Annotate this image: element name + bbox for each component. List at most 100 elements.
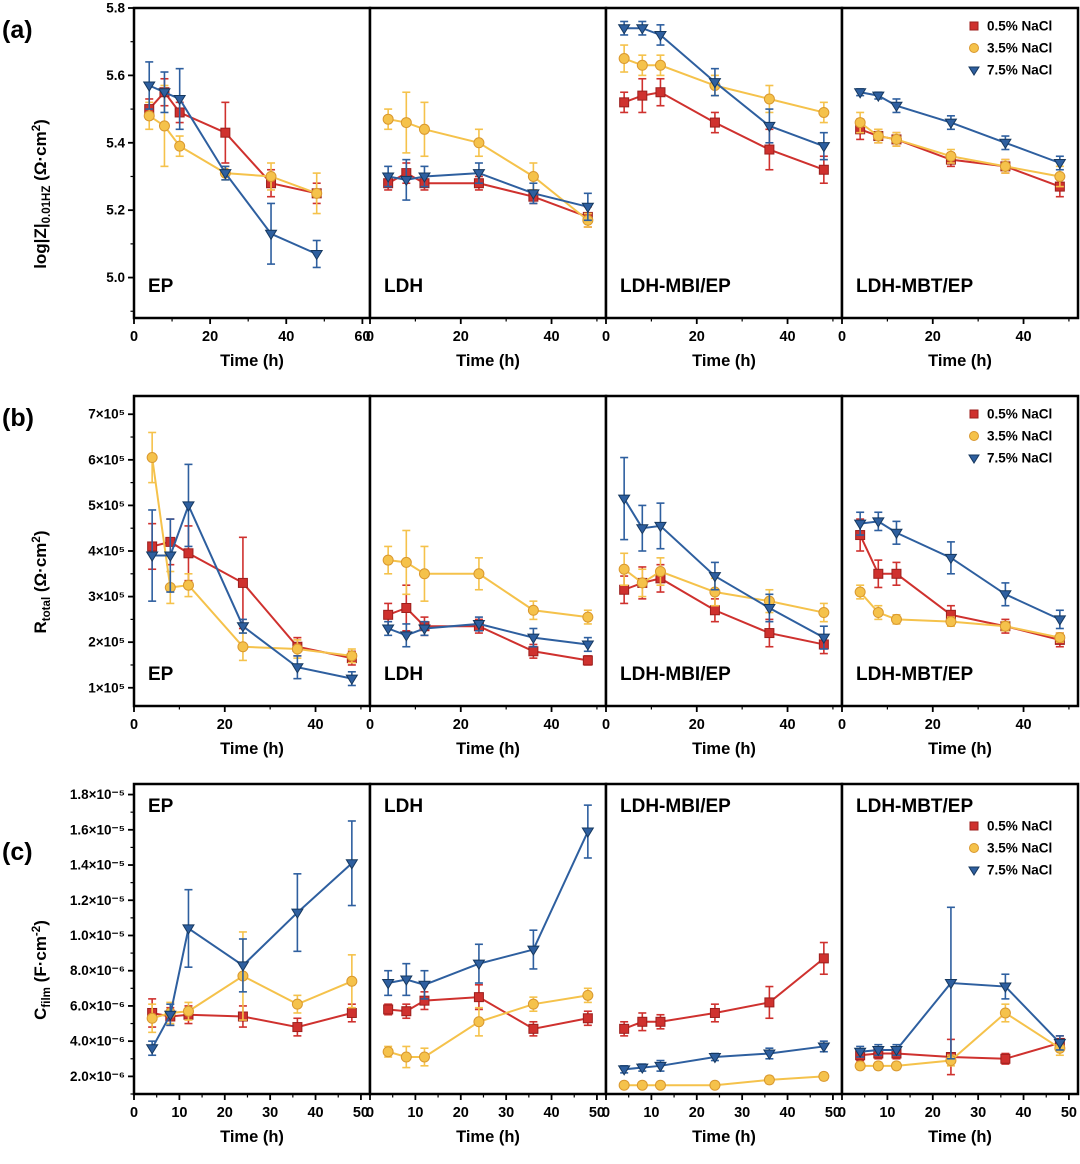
svg-text:0: 0 <box>366 329 374 345</box>
panel-LDH-MBT-EP: 0 20 40 LDH-MBT/EP Time (h) 0.5% NaCl 3.5% NaC… <box>838 394 1080 758</box>
svg-text:0: 0 <box>838 717 846 733</box>
panel-LDH: 0 10 20 30 40 50 LDH Time (h) <box>366 782 608 1146</box>
svg-text:50: 50 <box>589 1105 605 1121</box>
svg-text:LDH-MBT/EP: LDH-MBT/EP <box>856 796 973 817</box>
svg-text:LDH: LDH <box>384 664 423 685</box>
svg-text:40: 40 <box>1015 717 1031 733</box>
svg-text:30: 30 <box>734 1105 750 1121</box>
svg-text:50: 50 <box>353 1105 369 1121</box>
svg-text:LDH: LDH <box>384 276 423 297</box>
svg-text:20: 20 <box>453 1105 469 1121</box>
svg-text:3.5% NaCl: 3.5% NaCl <box>987 41 1052 56</box>
svg-text:0: 0 <box>602 717 610 733</box>
svg-text:5.4: 5.4 <box>106 135 125 150</box>
svg-text:5.6: 5.6 <box>106 68 125 83</box>
svg-text:6×10⁵: 6×10⁵ <box>88 452 125 467</box>
svg-text:10: 10 <box>643 1105 659 1121</box>
svg-text:0: 0 <box>602 329 610 345</box>
svg-text:0: 0 <box>366 717 374 733</box>
panel-EP: 0 20 40 60 5.0 5.2 5.4 5.6 5.8 EP Time (h) <box>106 1 372 370</box>
svg-text:20: 20 <box>925 329 941 345</box>
panels-0: 0 20 40 60 5.0 5.2 5.4 5.6 5.8 EP Time (h) 0 20 40 LDH… <box>72 0 1080 388</box>
svg-text:5×10⁵: 5×10⁵ <box>88 498 125 513</box>
svg-text:LDH-MBI/EP: LDH-MBI/EP <box>620 796 731 817</box>
svg-text:20: 20 <box>202 329 218 345</box>
svg-text:0: 0 <box>130 1105 138 1121</box>
figure-row-a: (a) log|Z|0.01HZ (Ω·cm2) 0 20 40 60 5.0 5.2 5.… <box>0 0 1080 388</box>
svg-text:1×10⁵: 1×10⁵ <box>88 680 125 695</box>
svg-text:Time (h): Time (h) <box>456 1128 520 1146</box>
figure-row-c: (c) Cfilm (F·cm-2) 0 10 20 30 40 50 2.0×10⁻⁶ 4.… <box>0 776 1080 1164</box>
svg-text:30: 30 <box>262 1105 278 1121</box>
row-side-a: (a) log|Z|0.01HZ (Ω·cm2) <box>0 0 72 388</box>
y-axis-label-resistance: Rtotal (Ω·cm2) <box>30 530 53 634</box>
row-label-a: (a) <box>2 16 33 44</box>
svg-text:20: 20 <box>689 329 705 345</box>
panels-2: 0 10 20 30 40 50 2.0×10⁻⁶ 4.0×10⁻⁶ 6.0×10⁻⁶ 8.0×1… <box>70 776 1080 1164</box>
svg-text:50: 50 <box>825 1105 841 1121</box>
svg-text:7.5% NaCl: 7.5% NaCl <box>987 451 1052 466</box>
panel-LDH-MBI-EP: 0 20 40 LDH-MBI/EP Time (h) <box>602 394 844 758</box>
svg-text:40: 40 <box>1015 329 1031 345</box>
svg-text:Time (h): Time (h) <box>456 740 520 758</box>
svg-text:4.0×10⁻⁶: 4.0×10⁻⁶ <box>70 1034 125 1049</box>
svg-text:60: 60 <box>354 329 370 345</box>
svg-text:1.4×10⁻⁵: 1.4×10⁻⁵ <box>70 858 125 873</box>
row-label-c: (c) <box>2 838 33 866</box>
svg-text:EP: EP <box>148 664 174 685</box>
svg-text:Time (h): Time (h) <box>220 1128 284 1146</box>
svg-text:0.5% NaCl: 0.5% NaCl <box>987 407 1052 422</box>
svg-text:LDH-MBT/EP: LDH-MBT/EP <box>856 664 973 685</box>
svg-text:Time (h): Time (h) <box>456 352 520 370</box>
svg-text:30: 30 <box>498 1105 514 1121</box>
svg-text:Time (h): Time (h) <box>692 740 756 758</box>
panel-LDH-MBI-EP: 0 20 40 LDH-MBI/EP Time (h) <box>602 6 844 370</box>
svg-text:5.8: 5.8 <box>106 1 125 16</box>
panel-LDH-MBT-EP: 0 20 40 LDH-MBT/EP Time (h) 0.5% NaCl 3.5% NaC… <box>838 6 1080 370</box>
svg-text:40: 40 <box>307 717 323 733</box>
svg-text:40: 40 <box>278 329 294 345</box>
svg-text:40: 40 <box>543 329 559 345</box>
svg-text:7×10⁵: 7×10⁵ <box>88 407 125 422</box>
figure-row-b: (b) Rtotal (Ω·cm2) 0 20 40 1×10⁵ 2×10⁵ 3×10⁵ 4… <box>0 388 1080 776</box>
svg-text:7.5% NaCl: 7.5% NaCl <box>987 863 1052 878</box>
svg-text:40: 40 <box>307 1105 323 1121</box>
svg-text:1.0×10⁻⁵: 1.0×10⁻⁵ <box>70 928 125 943</box>
svg-text:3×10⁵: 3×10⁵ <box>88 589 125 604</box>
svg-text:40: 40 <box>1015 1105 1031 1121</box>
svg-text:EP: EP <box>148 796 174 817</box>
svg-text:10: 10 <box>171 1105 187 1121</box>
panel-LDH: 0 20 40 LDH Time (h) <box>366 394 608 758</box>
svg-text:40: 40 <box>543 717 559 733</box>
svg-text:LDH-MBI/EP: LDH-MBI/EP <box>620 276 731 297</box>
y-axis-label-impedance: log|Z|0.01HZ (Ω·cm2) <box>30 119 53 269</box>
svg-text:0: 0 <box>602 1105 610 1121</box>
svg-text:Time (h): Time (h) <box>692 352 756 370</box>
svg-text:Time (h): Time (h) <box>928 1128 992 1146</box>
svg-text:0.5% NaCl: 0.5% NaCl <box>987 819 1052 834</box>
svg-text:40: 40 <box>779 1105 795 1121</box>
svg-text:2×10⁵: 2×10⁵ <box>88 635 125 650</box>
panel-LDH-MBI-EP: 0 10 20 30 40 50 LDH-MBI/EP Time (h) <box>602 782 844 1146</box>
svg-text:Time (h): Time (h) <box>220 740 284 758</box>
svg-text:Time (h): Time (h) <box>220 352 284 370</box>
svg-text:10: 10 <box>879 1105 895 1121</box>
svg-text:1.6×10⁻⁵: 1.6×10⁻⁵ <box>70 822 125 837</box>
svg-text:Time (h): Time (h) <box>928 352 992 370</box>
row-label-b: (b) <box>2 404 34 432</box>
panel-EP: 0 10 20 30 40 50 2.0×10⁻⁶ 4.0×10⁻⁶ 6.0×10⁻⁶ 8.0×1… <box>70 782 372 1146</box>
svg-text:0: 0 <box>366 1105 374 1121</box>
svg-text:20: 20 <box>217 1105 233 1121</box>
svg-text:Time (h): Time (h) <box>928 740 992 758</box>
svg-text:0: 0 <box>130 717 138 733</box>
svg-text:7.5% NaCl: 7.5% NaCl <box>987 63 1052 78</box>
panels-1: 0 20 40 1×10⁵ 2×10⁵ 3×10⁵ 4×10⁵ 5×10⁵ 6×10⁵ 7×10⁵… <box>72 388 1080 776</box>
svg-text:5.0: 5.0 <box>106 270 125 285</box>
svg-text:3.5% NaCl: 3.5% NaCl <box>987 429 1052 444</box>
svg-text:1.8×10⁻⁵: 1.8×10⁻⁵ <box>70 787 125 802</box>
panel-EP: 0 20 40 1×10⁵ 2×10⁵ 3×10⁵ 4×10⁵ 5×10⁵ 6×10⁵ 7×10⁵… <box>88 394 372 758</box>
svg-text:40: 40 <box>543 1105 559 1121</box>
svg-text:20: 20 <box>217 717 233 733</box>
svg-text:2.0×10⁻⁶: 2.0×10⁻⁶ <box>70 1069 125 1084</box>
